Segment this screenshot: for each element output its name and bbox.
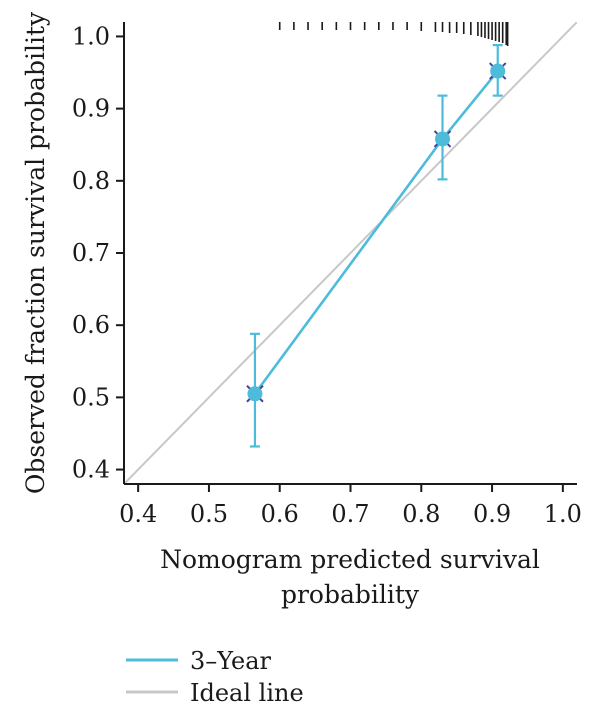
x-axis-title-line-2: probability [281, 580, 420, 609]
plot-area [124, 22, 577, 484]
y-axis-title-group: Observed fraction survival probability [21, 11, 50, 494]
y-tick-label-2: 0.6 [72, 311, 110, 339]
x-axis-ticks: 0.4 0.5 0.6 0.7 0.8 0.9 1.0 [119, 484, 582, 528]
y-tick-label-0: 0.4 [72, 456, 110, 484]
legend-label-3-year: 3–Year [190, 647, 272, 675]
legend: 3–Year Ideal line [126, 647, 304, 707]
y-tick-label-3: 0.7 [72, 239, 110, 267]
y-axis-title: Observed fraction survival probability [21, 11, 50, 494]
x-tick-label-2: 0.6 [261, 500, 299, 528]
y-axis-ticks: 0.4 0.5 0.6 0.7 0.8 0.9 1.0 [72, 22, 124, 484]
x-tick-label-3: 0.7 [331, 500, 369, 528]
x-tick-label-1: 0.5 [190, 500, 228, 528]
ideal-line [124, 22, 577, 484]
y-tick-label-1: 0.5 [72, 383, 110, 411]
y-tick-label-5: 0.9 [72, 95, 110, 123]
y-tick-label-6: 1.0 [72, 22, 110, 50]
data-point-2 [490, 63, 506, 79]
data-point-1 [435, 131, 451, 147]
series-line-3-year [253, 70, 499, 395]
legend-label-ideal-line: Ideal line [190, 679, 304, 707]
rug-marks [278, 22, 509, 46]
x-axis-title-line-1: Nomogram predicted survival [160, 545, 540, 574]
x-tick-label-6: 1.0 [544, 500, 582, 528]
y-tick-label-4: 0.8 [72, 167, 110, 195]
x-tick-label-4: 0.8 [402, 500, 440, 528]
x-tick-label-5: 0.9 [473, 500, 511, 528]
series-3-year [246, 43, 507, 448]
data-point-0 [247, 386, 263, 402]
x-tick-label-0: 0.4 [119, 500, 157, 528]
